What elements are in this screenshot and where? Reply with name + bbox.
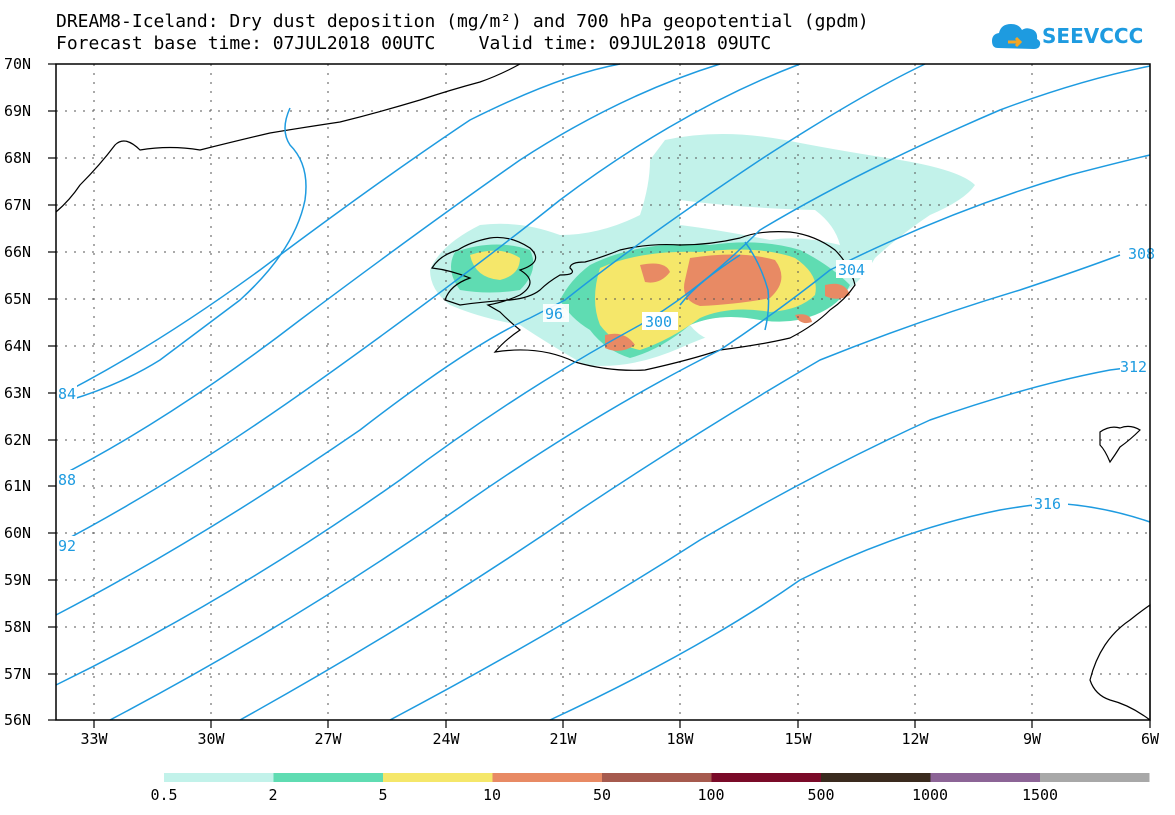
graticule — [56, 64, 1150, 720]
dust-level-10 — [684, 254, 782, 306]
legend-label: 0.5 — [150, 786, 178, 804]
contour-line — [55, 63, 801, 546]
contour-labels: 84 88 92 96 300 304 308 312 316 — [55, 244, 1155, 555]
seevccc-logo: SEEVCCC — [990, 18, 1144, 58]
legend-swatch — [164, 773, 274, 782]
lat-label: 62N — [4, 431, 31, 449]
legend-swatch — [273, 773, 383, 782]
legend-swatch — [602, 773, 712, 782]
lat-label: 59N — [4, 571, 31, 589]
contour-label: 92 — [58, 537, 76, 555]
legend-label: 10 — [482, 786, 502, 804]
longitude-labels: 33W 30W 27W 24W 21W 18W 15W 12W 9W 6W — [80, 730, 1160, 748]
faroe-islands-coast — [1099, 425, 1141, 464]
legend-label: 1500 — [1021, 786, 1059, 804]
map-frame — [55, 63, 1151, 721]
coastlines — [55, 63, 1151, 722]
dust-level-10 — [825, 283, 850, 299]
lat-label: 56N — [4, 711, 31, 729]
legend-label: 500 — [807, 786, 835, 804]
iceland-coast — [430, 231, 856, 371]
cloud-icon — [992, 24, 1041, 49]
lon-label: 6W — [1141, 730, 1160, 748]
contour-line — [389, 364, 1151, 721]
legend-label: 1000 — [911, 786, 949, 804]
contour-label: 304 — [838, 261, 865, 279]
contour-label: 316 — [1034, 495, 1061, 513]
lat-label: 66N — [4, 243, 31, 261]
contour-line — [69, 107, 307, 401]
contour-label: 84 — [58, 385, 76, 403]
lat-label: 57N — [4, 665, 31, 683]
lat-label: 69N — [4, 102, 31, 120]
dust-level-10 — [795, 314, 812, 324]
contour-label: 308 — [1128, 245, 1155, 263]
lat-label: 58N — [4, 618, 31, 636]
contour-line — [109, 154, 1151, 721]
contour-label: 96 — [545, 305, 563, 323]
legend-label: 5 — [378, 786, 388, 804]
latitude-labels: 70N 69N 68N 67N 66N 65N 64N 63N 62N 61N … — [4, 55, 31, 729]
legend-swatch — [383, 773, 493, 782]
map-subtitle: Forecast base time: 07JUL2018 00UTC Vali… — [56, 33, 772, 54]
dust-deposition-shading — [430, 134, 975, 366]
dust-level-10 — [640, 263, 670, 283]
contour-line — [679, 254, 741, 306]
lat-label: 64N — [4, 337, 31, 355]
contour-label: 300 — [645, 313, 672, 331]
legend-swatch — [930, 773, 1040, 782]
contour-line — [55, 63, 721, 479]
contour-line — [239, 254, 1121, 721]
lat-label: 68N — [4, 149, 31, 167]
greenland-coast — [55, 63, 521, 213]
dust-clear-gap — [690, 316, 767, 345]
legend-swatch — [821, 773, 931, 782]
lat-label: 60N — [4, 524, 31, 542]
lon-label: 12W — [901, 730, 929, 748]
legend-swatch — [1040, 773, 1150, 782]
contour-line — [55, 65, 1151, 686]
legend-label: 50 — [592, 786, 612, 804]
lat-label: 70N — [4, 55, 31, 73]
dust-level-5 — [470, 250, 520, 280]
lat-label: 63N — [4, 384, 31, 402]
map-title: DREAM8-Iceland: Dry dust deposition (mg/… — [56, 11, 869, 32]
lat-label: 67N — [4, 196, 31, 214]
contour-line — [55, 63, 621, 398]
legend-swatch — [711, 773, 821, 782]
legend-label: 100 — [697, 786, 725, 804]
frame-ticks — [48, 63, 1151, 728]
legend-label: 2 — [268, 786, 278, 804]
contour-label: 88 — [58, 471, 76, 489]
lon-label: 9W — [1023, 730, 1042, 748]
lon-label: 27W — [314, 730, 342, 748]
legend-colorbar — [164, 773, 1150, 782]
legend-swatch — [492, 773, 602, 782]
lon-label: 15W — [784, 730, 812, 748]
lon-label: 24W — [432, 730, 460, 748]
lon-label: 21W — [549, 730, 577, 748]
contour-line — [55, 63, 926, 616]
scotland-coast — [1089, 603, 1151, 722]
contour-line — [744, 241, 770, 331]
lat-label: 65N — [4, 290, 31, 308]
contour-label: 312 — [1120, 358, 1147, 376]
geopotential-contours — [55, 63, 1151, 721]
contour-line — [549, 502, 1151, 721]
logo-text: SEEVCCC — [1042, 24, 1144, 48]
lon-label: 33W — [80, 730, 108, 748]
lat-label: 61N — [4, 477, 31, 495]
dust-level-10 — [605, 333, 635, 351]
lon-label: 30W — [197, 730, 225, 748]
lon-label: 18W — [666, 730, 694, 748]
